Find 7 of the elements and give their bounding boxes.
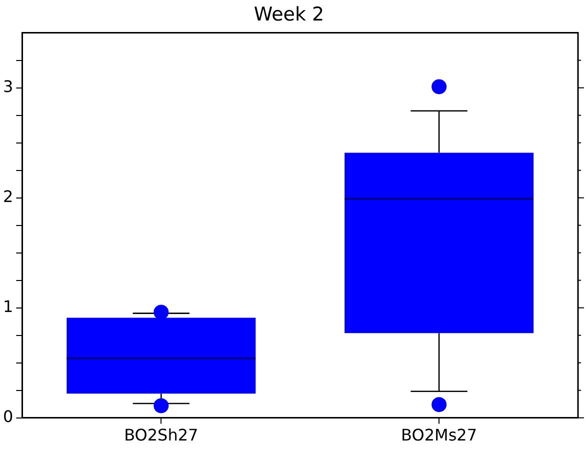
x-tick-label: BO2Ms27 — [401, 426, 478, 445]
x-tick-label: BO2Sh27 — [124, 426, 198, 445]
y-tick-label: 3 — [2, 76, 14, 96]
y-tick-label: 2 — [2, 186, 14, 206]
y-tick-label: 0 — [2, 406, 14, 426]
chart-title: Week 2 — [254, 3, 324, 26]
y-tick-label: 1 — [2, 296, 14, 316]
